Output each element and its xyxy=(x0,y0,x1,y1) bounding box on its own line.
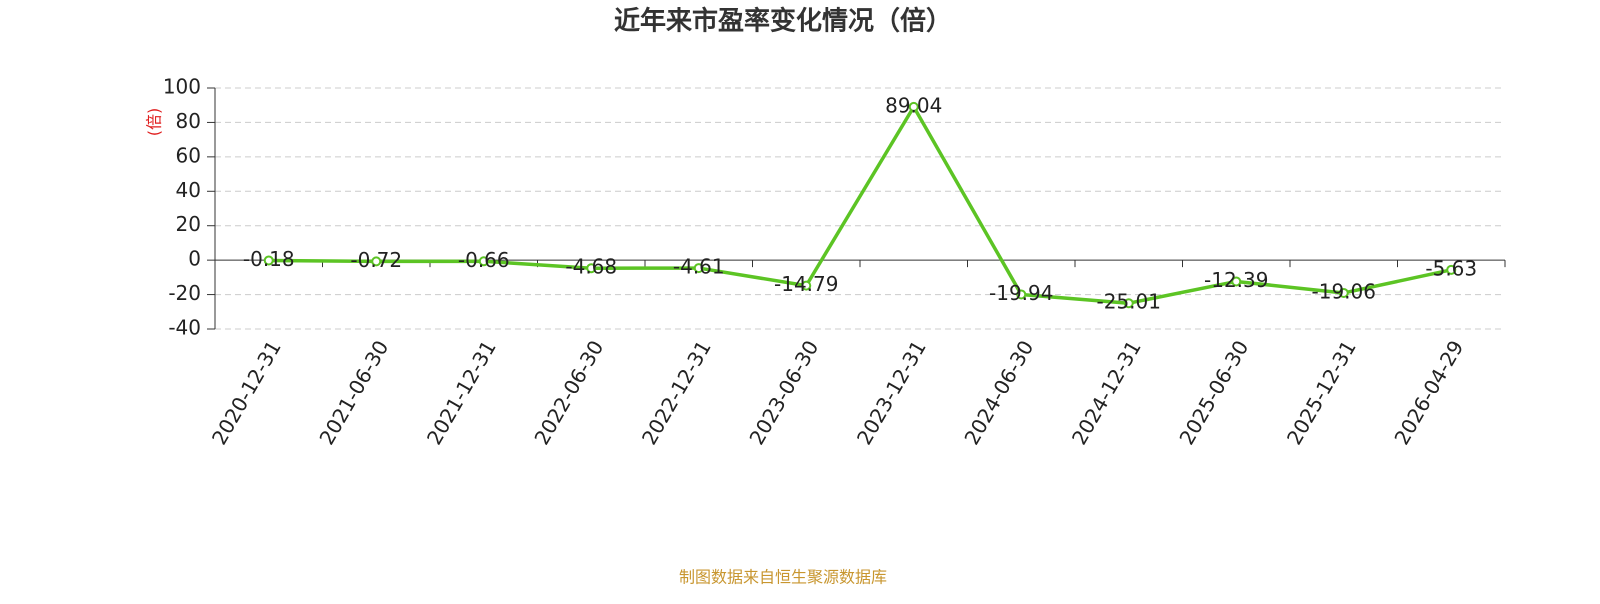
x-tick-label: 2022-12-31 xyxy=(637,336,716,449)
data-label: -0.18 xyxy=(243,247,295,271)
y-tick-label: 20 xyxy=(176,212,201,236)
data-label: -5.63 xyxy=(1425,256,1477,280)
y-tick-label: -20 xyxy=(168,281,201,305)
y-tick-label: 80 xyxy=(176,109,201,133)
y-tick-label: -40 xyxy=(168,316,201,340)
x-tick-label: 2024-06-30 xyxy=(959,336,1038,449)
point xyxy=(1446,264,1457,275)
x-tick-label: 2020-12-31 xyxy=(207,336,286,449)
x-tick-label: 2023-06-30 xyxy=(744,336,823,449)
data-label: -4.68 xyxy=(565,255,617,279)
y-axis-label: (倍) xyxy=(145,108,164,137)
x-tick-label: 2024-12-31 xyxy=(1067,336,1146,449)
x-tick-label: 2025-12-31 xyxy=(1282,336,1361,449)
x-tick-label: 2021-06-30 xyxy=(314,336,393,449)
y-tick-label: 40 xyxy=(176,178,201,202)
x-tick-label: 2026-04-29 xyxy=(1389,336,1468,449)
point xyxy=(586,263,597,274)
point xyxy=(693,263,704,274)
chart-title: 近年来市盈率变化情况（倍） xyxy=(614,6,952,37)
point xyxy=(478,256,489,267)
data-label: 89.04 xyxy=(885,93,942,117)
data-label: -0.72 xyxy=(350,248,402,272)
x-tick-label: 2022-06-30 xyxy=(529,336,608,449)
x-tick-label: 2021-12-31 xyxy=(422,336,501,449)
point xyxy=(1123,298,1134,309)
x-tick-label: 2023-12-31 xyxy=(852,336,931,449)
point xyxy=(908,101,919,112)
data-label: -14.79 xyxy=(774,272,838,296)
point xyxy=(801,280,812,291)
y-tick-label: 100 xyxy=(163,75,201,99)
point xyxy=(371,256,382,267)
line xyxy=(268,105,1452,305)
point xyxy=(263,255,274,266)
data-label: -19.06 xyxy=(1312,279,1376,303)
point xyxy=(1016,289,1027,300)
point xyxy=(1231,276,1242,287)
x-tick-label: 2025-06-30 xyxy=(1174,336,1253,449)
data-label: -25.01 xyxy=(1097,290,1161,314)
y-tick-label: 60 xyxy=(176,143,201,167)
source-note: 制图数据来自恒生聚源数据库 xyxy=(679,568,887,587)
point xyxy=(1338,287,1349,298)
data-label: -4.61 xyxy=(673,255,725,279)
data-label: -0.66 xyxy=(458,248,510,272)
data-label: -19.94 xyxy=(989,281,1053,305)
data-label: -12.39 xyxy=(1204,268,1268,292)
y-tick-label: 0 xyxy=(188,247,201,271)
